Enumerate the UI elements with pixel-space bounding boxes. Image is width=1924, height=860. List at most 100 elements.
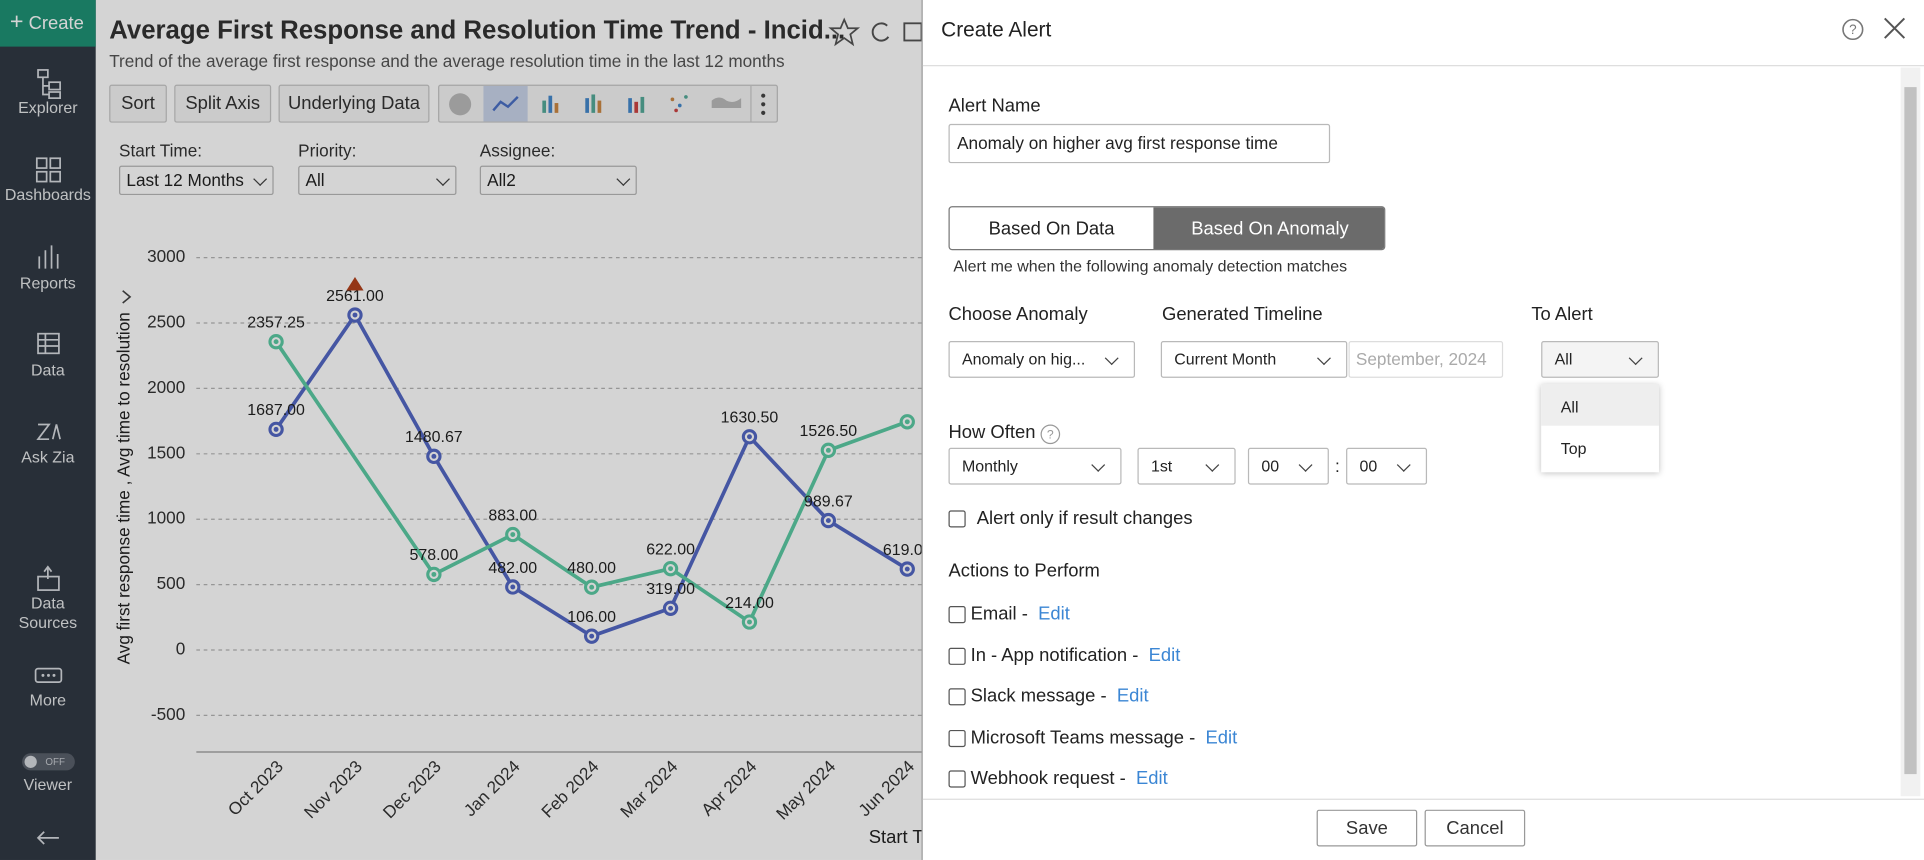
mode-toggle: Based On Data Based On Anomaly — [948, 206, 1386, 251]
collapse-icon[interactable] — [36, 831, 59, 845]
action: Email - Edit — [971, 604, 1070, 626]
date-input[interactable]: September, 2024 — [1348, 341, 1504, 378]
timeline-select[interactable]: Current Month — [1160, 341, 1348, 378]
field-label: Generated Timeline — [1162, 304, 1323, 326]
value-label: 106.00 — [567, 609, 616, 626]
value-label: 480.00 — [567, 560, 616, 577]
y-tick-label: 2500 — [147, 312, 185, 332]
y-tick-label: -500 — [151, 704, 185, 724]
checkbox[interactable] — [948, 606, 966, 624]
nav-item[interactable]: More — [29, 690, 67, 710]
modal-overlay[interactable] — [0, 0, 922, 860]
nav-item[interactable]: Dashboards — [4, 185, 91, 204]
select-value: Anomaly on hig... — [961, 349, 1086, 369]
map-icon[interactable] — [711, 97, 742, 108]
dropdown-option-highlight[interactable] — [1541, 383, 1659, 426]
mode-option-selected[interactable]: Based On Anomaly — [1153, 207, 1385, 250]
value-label: 578.00 — [410, 547, 459, 564]
anomaly-marker — [346, 277, 364, 291]
edit-link[interactable]: Edit — [1205, 727, 1238, 749]
edit-link[interactable]: Edit — [1116, 685, 1149, 707]
value-label: 214.00 — [725, 595, 774, 612]
y-tick-label: 1500 — [147, 442, 185, 462]
action-label: Microsoft Teams message - — [970, 727, 1196, 749]
checkbox[interactable] — [948, 510, 966, 528]
stacked-icon[interactable] — [585, 94, 602, 113]
sidebar-icons: OFF — [22, 69, 75, 845]
frequency-select[interactable]: Monthly — [948, 447, 1122, 485]
nav-item[interactable]: Data — [31, 360, 65, 380]
filter-select[interactable]: All2 — [479, 165, 637, 196]
refresh-icon[interactable] — [871, 22, 890, 42]
scroll-thumb[interactable] — [1904, 87, 1917, 775]
sidebar — [0, 0, 96, 860]
data-point-core — [510, 532, 516, 537]
mode-option[interactable]: Based On Data — [988, 217, 1115, 239]
scatter-icon[interactable] — [670, 95, 688, 113]
viewer-toggle[interactable] — [22, 753, 75, 771]
checkbox[interactable] — [948, 647, 966, 665]
dropdown-option[interactable]: All — [1560, 397, 1579, 417]
y-axis-title: Avg first response time , Avg time to re… — [114, 312, 134, 664]
value-label: 1687.00 — [247, 402, 305, 419]
close-icon[interactable] — [1884, 17, 1906, 39]
nav-item[interactable]: Reports — [19, 273, 76, 292]
field-label: How Often — [948, 422, 1036, 443]
value-label: 1630.50 — [721, 410, 779, 427]
viewer-label: Viewer — [23, 775, 73, 794]
data-point-core — [589, 584, 595, 590]
checkbox[interactable] — [948, 729, 966, 748]
help-icon[interactable] — [1842, 18, 1864, 41]
value-label: 2357.25 — [247, 314, 305, 331]
anomaly-select[interactable]: Anomaly on hig... — [948, 341, 1136, 378]
report-icons — [828, 17, 923, 47]
bar-icon[interactable] — [542, 95, 559, 113]
minute-select[interactable]: 00 — [1346, 447, 1428, 485]
create-text: Create — [28, 13, 84, 34]
alert-name-input[interactable]: Anomaly on higher avg first response tim… — [948, 123, 1331, 164]
checkbox[interactable] — [948, 770, 966, 788]
help-glyph: ? — [1849, 22, 1857, 37]
cancel-button[interactable]: Cancel — [1424, 809, 1526, 847]
nav-item[interactable]: Data Sources — [18, 593, 78, 632]
dropdown-option[interactable]: Top — [1560, 439, 1587, 458]
nav-item[interactable]: Explorer — [18, 98, 78, 117]
y-tick-label: 1000 — [147, 508, 185, 528]
nav-item[interactable]: Ask Zia — [21, 447, 75, 467]
data-point-core — [431, 571, 437, 577]
explorer-icon — [37, 69, 61, 100]
pie-icon[interactable] — [449, 93, 472, 116]
hour-select[interactable]: 00 — [1247, 447, 1329, 485]
how-often-help[interactable]: ? — [1039, 423, 1061, 445]
y-tick-label: 3000 — [147, 246, 185, 266]
save-button[interactable]: Save — [1316, 809, 1418, 847]
day-select[interactable]: 1st — [1137, 447, 1236, 485]
data-sources-icon — [37, 565, 60, 591]
filter-select[interactable]: Last 12 Months — [119, 165, 274, 196]
edit-link[interactable]: Edit — [1136, 767, 1168, 789]
edit-link[interactable]: Edit — [1038, 603, 1070, 625]
scrollbar[interactable] — [1900, 67, 1921, 797]
line-icon[interactable] — [492, 96, 519, 112]
favorite-icon[interactable] — [828, 17, 861, 47]
edit-link[interactable]: Edit — [1148, 645, 1181, 667]
to-alert-select[interactable]: All — [1541, 341, 1659, 378]
create-label: + Create — [10, 9, 84, 37]
save-icon[interactable] — [903, 22, 923, 42]
report-subtitle: Trend of the average first response and … — [109, 51, 785, 71]
expand-chevron[interactable] — [122, 290, 132, 304]
filter-select[interactable]: All — [298, 165, 457, 196]
action: Microsoft Teams message - Edit — [971, 727, 1238, 749]
chart-type-bar — [438, 84, 778, 123]
help-glyph: ? — [1047, 428, 1054, 442]
underlying-data-button[interactable]: Underlying Data — [278, 84, 430, 123]
more-icon[interactable] — [761, 93, 766, 115]
time-separator: : — [1335, 455, 1340, 476]
checkbox[interactable] — [948, 688, 966, 706]
data-point-core — [589, 633, 595, 639]
sort-button[interactable]: Sort — [109, 84, 167, 123]
create-button[interactable]: + Create — [0, 0, 96, 47]
split-axis-button[interactable]: Split Axis — [174, 84, 272, 123]
filter-value: Last 12 Months — [126, 170, 244, 190]
combo-icon[interactable] — [628, 96, 645, 113]
